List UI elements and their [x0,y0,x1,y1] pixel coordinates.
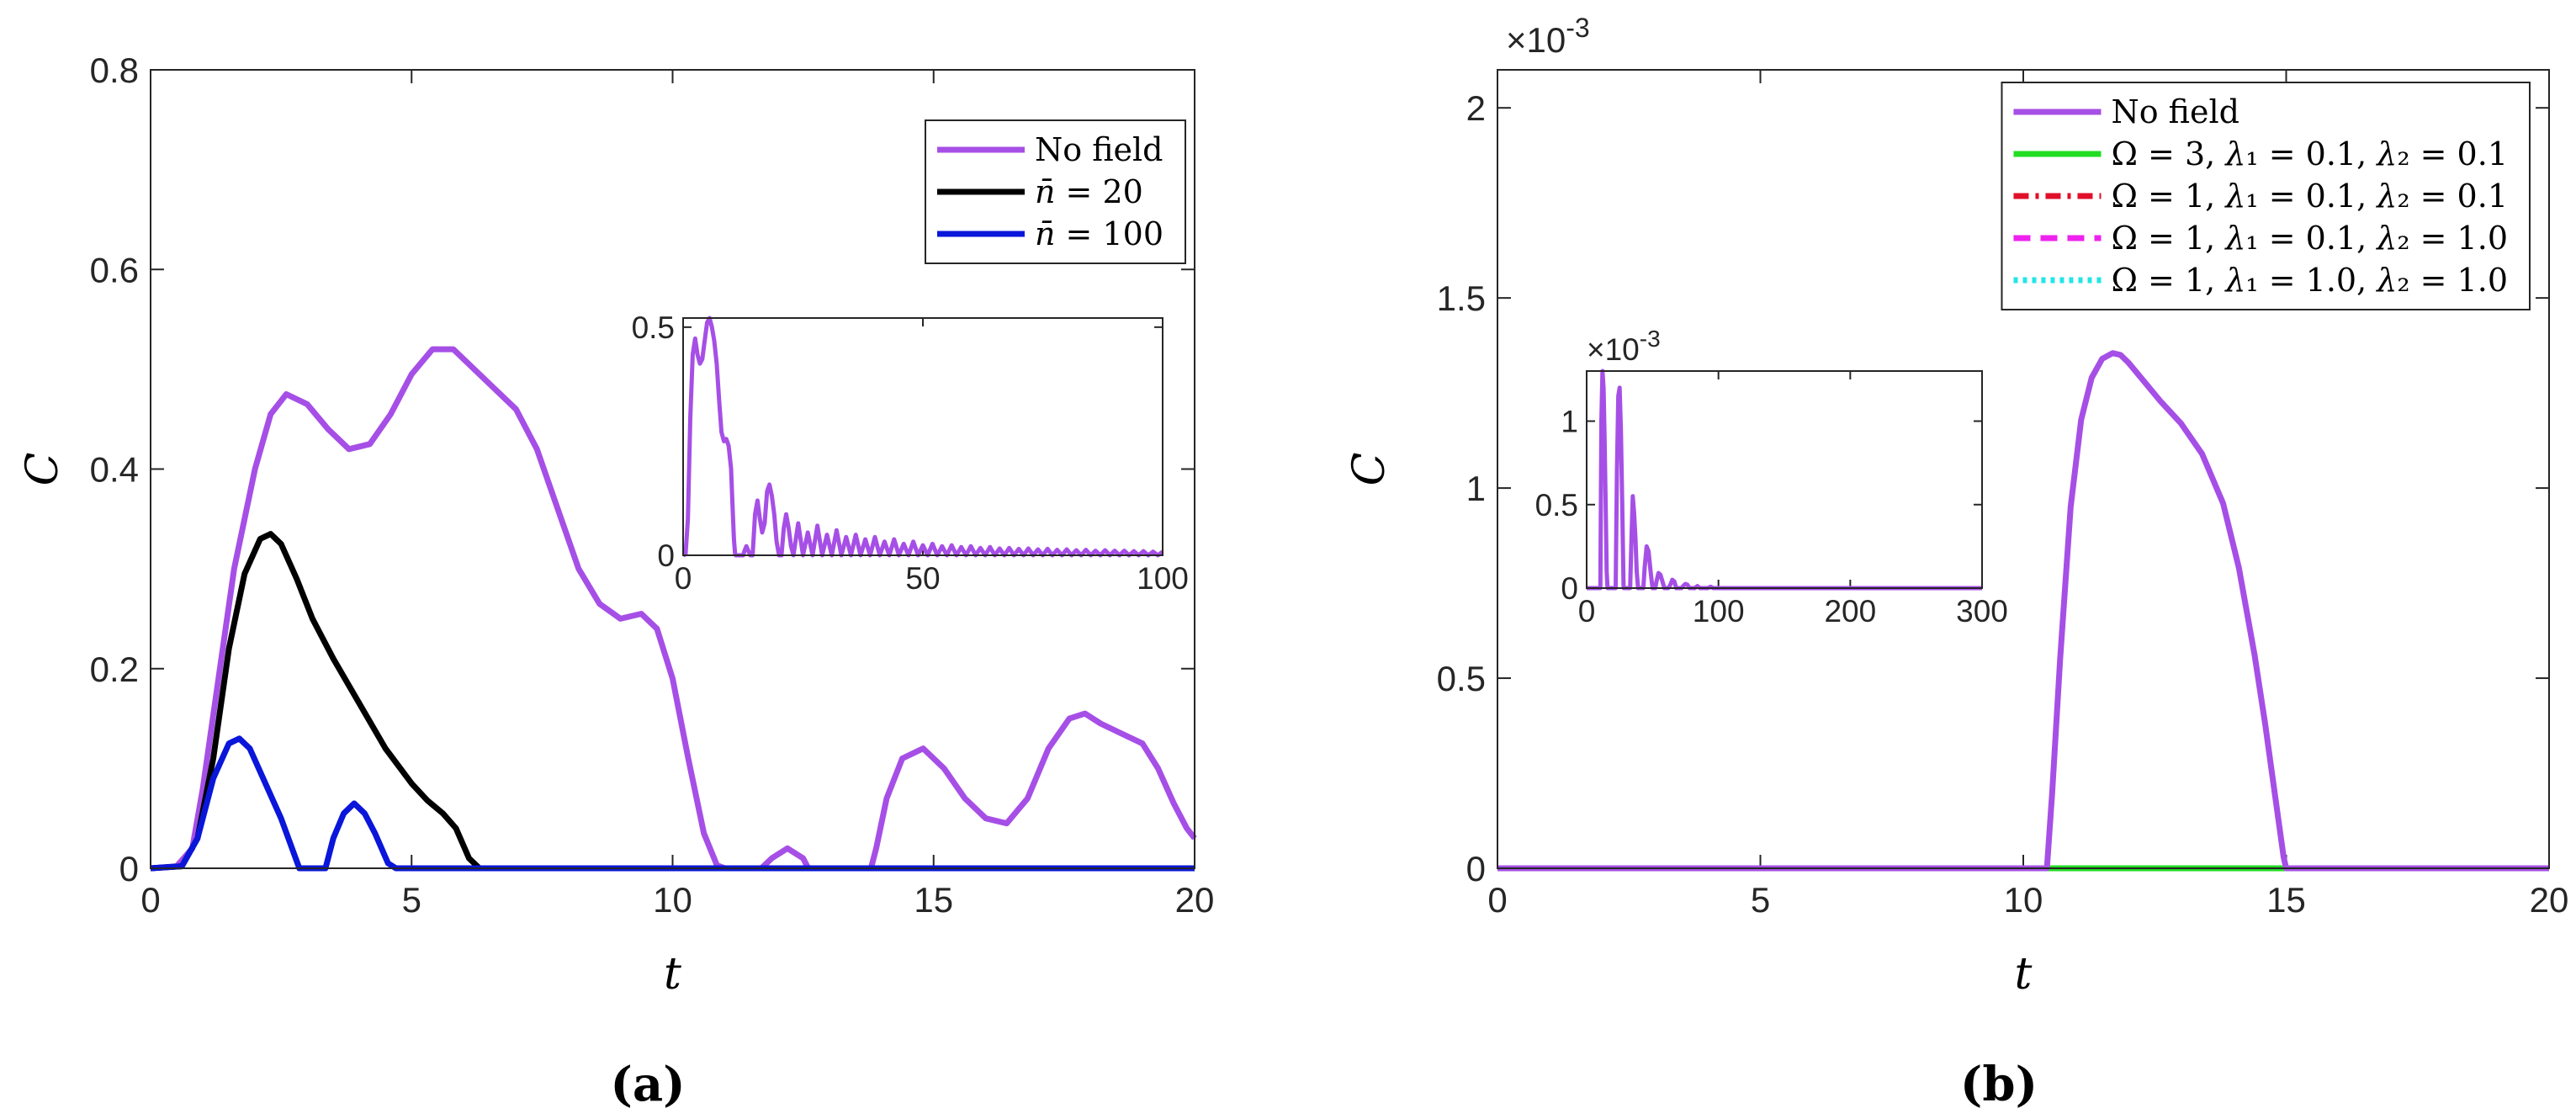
x-tick-label: 5 [402,880,421,920]
legend-label: Ω = 3, λ₁ = 0.1, λ₂ = 0.1 [2111,135,2508,172]
x-tick-label: 0 [140,880,160,920]
plot-area [1587,371,1982,588]
x-tick-label: 20 [2530,880,2569,920]
legend-label-part: No field [1035,131,1163,168]
legend-label-part: n̄ [1035,215,1055,252]
series-line-n-20 [150,531,1195,872]
legend-label-part: λ [2224,178,2245,215]
legend-label-part: λ [2375,135,2397,172]
legend-label-part: λ [2375,262,2397,299]
legend-label-part: n̄ [1035,173,1055,210]
legend-label-part: = 100 [1055,215,1163,252]
plot-area [683,318,1163,555]
legend-label-part: ₁ = 0.1, [2245,220,2377,257]
legend-label: Ω = 1, λ₁ = 1.0, λ₂ = 1.0 [2111,262,2508,299]
legend-label-part: λ [2224,135,2245,172]
y-tick-label: 0.4 [90,450,139,490]
x-axis-label: t [2015,949,2033,1000]
legend-label-part: Ω = 1, [2111,262,2225,299]
y-tick-label: 0 [119,849,139,888]
y-exponent-label: ×10-3 [1506,13,1590,60]
series-line-no-field [1497,350,2549,872]
legend-label-part: λ [2375,220,2397,257]
exponent-power: -3 [1566,13,1589,43]
y-tick-label: 0.5 [1437,659,1486,698]
legend-label: Ω = 1, λ₁ = 0.1, λ₂ = 1.0 [2111,220,2508,257]
x-tick-label: 10 [2004,880,2043,920]
legend-label-part: ₁ = 1.0, [2245,262,2377,299]
legend-label: No field [1035,131,1163,168]
axes-frame [1497,69,2550,869]
legend-label-part: Ω = 3, [2111,135,2225,172]
series-line-no-field [682,316,1164,558]
y-tick-label: 0.2 [90,650,139,689]
legend-label: No field [2111,93,2239,130]
exponent-base: ×10 [1506,20,1566,60]
legend-label-part: Ω = 1, [2111,220,2225,257]
x-tick-label: 50 [905,561,940,596]
legend-label-part: ₁ = 0.1, [2245,178,2377,215]
inset-panel-a: 0 50 100 0 0.5 [632,310,1189,596]
axes-frame [150,69,1195,869]
y-tick-label: 0 [657,538,675,573]
y-tick-label: 1 [1561,405,1578,439]
inset-frame [1586,370,1983,589]
inset-panel-b: 0 100 200 300 0 0.5 1 ×10-3 [1535,326,2008,628]
legend-box [924,119,1186,264]
x-tick-label: 0 [1578,594,1596,628]
x-axis-label: t [664,949,681,1000]
legend-label: Ω = 1, λ₁ = 0.1, λ₂ = 0.1 [2111,178,2508,215]
legend-label-part: No field [2111,93,2239,130]
legend-label-part: ₁ = 0.1, [2245,135,2377,172]
legend-label-part: Ω = 1, [2111,178,2225,215]
legend-label-part: = 20 [1055,173,1142,210]
x-tick-label: 15 [2266,880,2306,920]
exponent-base: ×10 [1587,332,1640,367]
y-axis-label: C [1344,453,1395,486]
y-tick-label: 0.5 [1535,488,1578,522]
y-tick-label: 0.8 [90,50,139,90]
x-tick-label: 100 [1137,561,1189,596]
legend-label-part: ₂ = 0.1 [2397,135,2508,172]
legend-label-part: λ [2224,262,2245,299]
legend-label-part: ₂ = 0.1 [2397,178,2508,215]
y-tick-label: 0.6 [90,250,139,289]
panel-label: (a) [610,1057,685,1112]
y-tick-label: 0 [1561,571,1578,606]
x-tick-label: 300 [1956,594,2008,628]
legend-label: n̄ = 20 [1035,173,1143,210]
legend-label-part: ₂ = 1.0 [2397,220,2508,257]
x-tick-label: 20 [1175,880,1215,920]
y-axis-label: C [18,453,68,486]
x-tick-label: 100 [1693,594,1745,628]
x-tick-label: 0 [675,561,692,596]
exponent-power: -3 [1640,326,1661,352]
y-tick-label: 0 [1466,849,1486,888]
x-tick-label: 10 [653,880,692,920]
legend-label-part: λ [2224,220,2245,257]
inset-exponent-label: ×10-3 [1587,326,1661,367]
y-tick-label: 1 [1466,469,1486,508]
y-tick-label: 2 [1466,88,1486,128]
x-tick-label: 15 [914,880,953,920]
legend-label: n̄ = 100 [1035,215,1163,252]
series-line-no-field [150,346,1197,872]
y-tick-label: 0.5 [632,310,675,345]
x-tick-label: 0 [1487,880,1507,920]
y-tick-label: 1.5 [1437,278,1486,318]
inset-frame [682,317,1163,556]
x-tick-label: 5 [1751,880,1770,920]
panel-label: (b) [1960,1057,2038,1112]
x-tick-label: 200 [1824,594,1876,628]
legend-label-part: ₂ = 1.0 [2397,262,2508,299]
legend-label-part: λ [2375,178,2397,215]
